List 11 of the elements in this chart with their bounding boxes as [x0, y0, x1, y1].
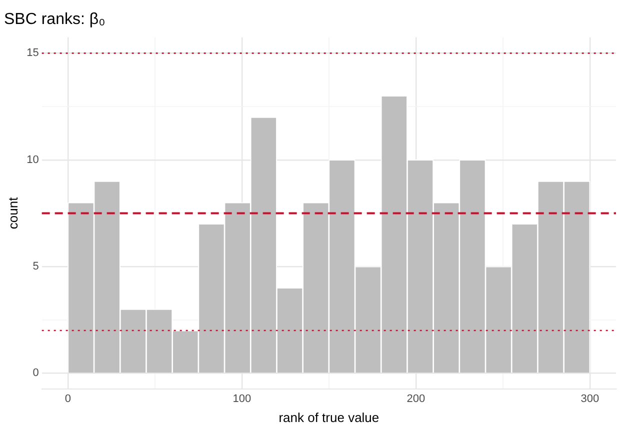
y-axis-title: count: [5, 196, 20, 230]
x-tick-label: 0: [64, 392, 71, 405]
x-tick-label: 200: [406, 392, 426, 405]
y-tick-label: 0: [32, 367, 39, 380]
chart-title: SBC ranks: β₀: [4, 11, 106, 28]
y-tick-label: 15: [26, 47, 39, 60]
y-tick-label: 5: [32, 260, 39, 273]
x-tick-label: 100: [232, 392, 252, 405]
x-tick-label: 300: [580, 392, 600, 405]
y-tick-label: 10: [26, 154, 39, 166]
x-axis-title: rank of true value: [278, 410, 380, 425]
